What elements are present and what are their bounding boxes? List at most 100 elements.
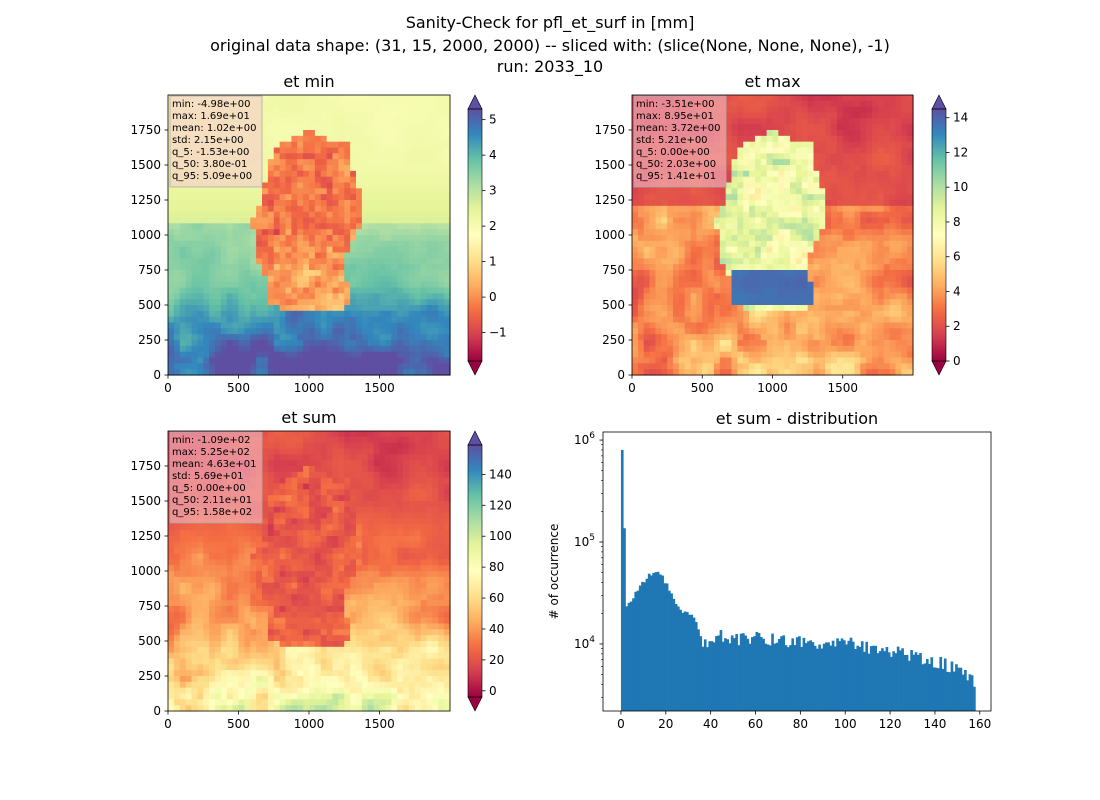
heatmap-cell — [361, 328, 369, 335]
heatmap-cell — [661, 240, 668, 248]
heatmap-cell — [314, 240, 322, 248]
heatmap-cell — [273, 460, 281, 467]
heatmap-cell — [414, 252, 422, 259]
heatmap-cell — [344, 448, 351, 455]
heatmap-cell — [432, 345, 439, 353]
heatmap-cell — [285, 112, 292, 119]
heatmap-cell — [444, 264, 451, 271]
heatmap-cell — [643, 217, 651, 224]
heatmap-cell — [414, 270, 422, 277]
heatmap-cell — [367, 229, 375, 236]
heatmap-cell — [414, 351, 422, 359]
heatmap-cell — [179, 299, 187, 306]
heatmap-cell — [426, 124, 433, 131]
heatmap-cell — [426, 217, 433, 224]
heatmap-cell — [842, 235, 850, 242]
heatmap-cell — [191, 316, 198, 324]
heatmap-cell — [379, 293, 386, 300]
heatmap-cell — [713, 240, 721, 248]
heatmap-cell — [877, 252, 885, 259]
heatmap-cell — [391, 159, 398, 166]
heatmap-cell — [314, 460, 322, 467]
heatmap-cell — [760, 334, 768, 341]
heatmap-cell — [262, 135, 269, 143]
heatmap-cell — [795, 287, 803, 294]
heatmap-cell — [397, 454, 404, 461]
heatmap-cell — [655, 217, 662, 224]
heatmap-cell — [872, 229, 879, 236]
heatmap-cell — [643, 345, 651, 353]
heatmap-cell — [632, 322, 639, 329]
heatmap-cell — [649, 229, 657, 236]
heatmap-cell — [719, 258, 727, 265]
heatmap-cell — [314, 200, 322, 207]
heatmap-cell — [760, 100, 768, 108]
heatmap-cell — [344, 165, 351, 172]
heatmap-cell — [432, 270, 439, 277]
heatmap-cell — [690, 275, 697, 283]
heatmap-cell — [860, 264, 867, 271]
heatmap-cell — [725, 170, 733, 178]
heatmap-cell — [766, 316, 774, 324]
heatmap-cell — [725, 351, 733, 359]
heatmap-cell — [790, 363, 797, 370]
heatmap-cell — [678, 363, 686, 370]
heatmap-cell — [379, 264, 386, 271]
heatmap-cell — [854, 153, 861, 160]
heatmap-cell — [684, 351, 692, 359]
heatmap-cell — [426, 118, 433, 125]
heatmap-cell — [408, 275, 416, 283]
heatmap-cell — [432, 305, 439, 312]
heatmap-cell — [766, 188, 774, 195]
heatmap-cell — [807, 95, 815, 102]
heatmap-cell — [883, 351, 891, 359]
heatmap-cell — [332, 369, 339, 376]
heatmap-cell — [367, 246, 375, 254]
heatmap-cell — [432, 100, 439, 108]
heatmap-cell — [649, 235, 657, 242]
heatmap-cell — [244, 264, 251, 271]
heatmap-cell — [191, 264, 198, 271]
heatmap-cell — [444, 106, 451, 114]
heatmap-cell — [291, 431, 298, 438]
heatmap-cell — [725, 240, 733, 248]
heatmap-cell — [356, 310, 363, 318]
heatmap-cell — [426, 328, 433, 335]
heatmap-cell — [831, 141, 838, 149]
heatmap-cell — [801, 345, 809, 353]
heatmap-cell — [842, 170, 850, 178]
heatmap-cell — [326, 316, 334, 324]
heatmap-cell — [737, 165, 744, 172]
heatmap-cell — [672, 363, 680, 370]
heatmap-cell — [191, 357, 198, 364]
heatmap-cell — [737, 299, 744, 306]
heatmap-cell — [356, 258, 363, 265]
heatmap-cell — [848, 305, 856, 312]
heatmap-cell — [361, 229, 369, 236]
heatmap-cell — [309, 454, 316, 461]
heatmap-cell — [185, 211, 193, 219]
heatmap-cell — [813, 240, 820, 248]
heatmap-cell — [397, 448, 404, 455]
heatmap-cell — [338, 159, 345, 166]
heatmap-cell — [414, 345, 422, 353]
heatmap-cell — [848, 153, 856, 160]
heatmap-cell — [719, 246, 727, 254]
heatmap-cell — [373, 252, 381, 259]
heatmap-cell — [373, 124, 381, 131]
heatmap-cell — [649, 281, 657, 289]
heatmap-cell — [426, 351, 433, 359]
heatmap-cell — [842, 217, 850, 224]
heatmap-cell — [702, 223, 709, 230]
heatmap-cell — [209, 229, 216, 236]
heatmap-cell — [173, 363, 181, 370]
heatmap-cell — [267, 275, 275, 283]
heatmap-cell — [749, 176, 756, 184]
heatmap-cell — [332, 340, 339, 347]
heatmap-cell — [860, 310, 867, 318]
heatmap-cell — [256, 369, 263, 376]
heatmap-cell — [297, 217, 304, 224]
heatmap-cell — [877, 194, 885, 201]
heatmap-cell — [836, 118, 844, 125]
heatmap-cell — [303, 118, 310, 125]
